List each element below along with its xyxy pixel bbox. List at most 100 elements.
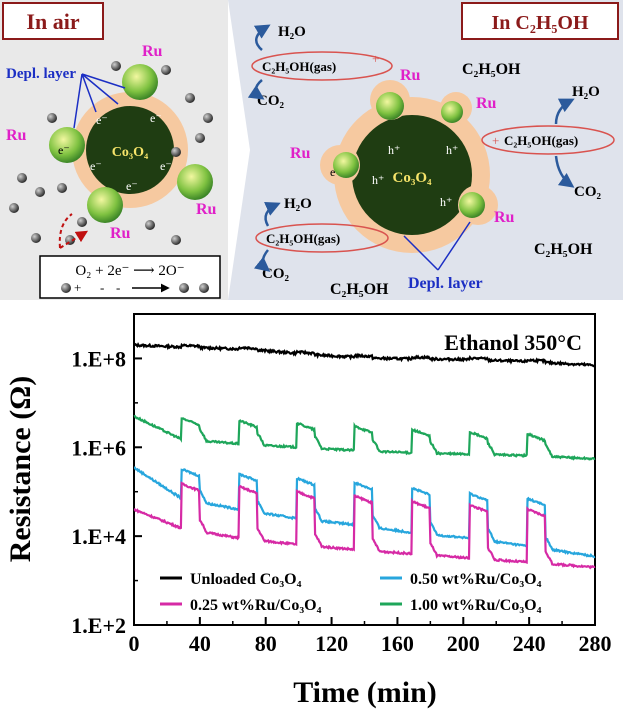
ethanol-gas-label: C₂H₅OH(gas) (262, 59, 336, 74)
ethanol-label: C₂H₅OH (462, 61, 521, 78)
ethanol-title-box (461, 2, 619, 40)
x-tick-label: 160 (381, 631, 414, 656)
x-tick-label: 40 (189, 631, 211, 656)
reaction-oval (255, 223, 389, 253)
ticks-layer: 0 40 80 120 160 200 240 280 1.E+2 1.E+4 1.E+6 1.E+8 (71, 346, 611, 656)
plus-label: + (492, 133, 499, 148)
x-axis-label: Time (min) (293, 676, 437, 709)
series-line (133, 466, 596, 559)
x-tick-label: 280 (579, 631, 612, 656)
electron-label: e (330, 165, 335, 179)
legend: Unloaded Co₃O₄ 0.50 wt%Ru/Co₃O₄ 0.25 wt%Ru… (160, 571, 542, 614)
plot-frame (133, 313, 596, 626)
ethanol-core (352, 115, 472, 235)
series-line (133, 414, 596, 461)
air-core-label: Co₃O₄ (112, 145, 149, 160)
oxygen-ions (9, 61, 213, 245)
ethanol-depl-label: Depl. layer (408, 275, 483, 292)
y-tick-label: 1.E+6 (71, 435, 126, 460)
reaction-right: H₂O + C₂H₅OH(gas) CO₂ (481, 84, 615, 200)
ru-particle (441, 101, 463, 123)
y-tick-label: 1.E+4 (71, 524, 126, 549)
ethanol-label: C₂H₅OH (534, 241, 593, 258)
co2-arrow (247, 79, 265, 100)
x-tick-label: 240 (513, 631, 546, 656)
ru-label: Ru (110, 225, 131, 242)
series-layer (133, 342, 596, 570)
ru-particle (459, 192, 485, 218)
ru-particle (122, 64, 158, 100)
y-tick-label: 1.E+8 (71, 346, 126, 371)
electron-label: e⁻ (96, 113, 108, 127)
ru-particle (177, 164, 213, 200)
depl-pointer (403, 221, 471, 271)
hole-label: h⁺ (440, 195, 452, 209)
h2o-label: H₂O (278, 24, 306, 40)
air-core (86, 106, 174, 194)
hole-label: h⁺ (388, 143, 400, 157)
y-tick-label: 1.E+2 (71, 613, 126, 638)
legend-label: 1.00 wt%Ru/Co₃O₄ (410, 597, 542, 614)
legend-label: 0.50 wt%Ru/Co₃O₄ (410, 571, 542, 588)
reaction-oval (251, 51, 393, 81)
ru-label: Ru (476, 95, 497, 112)
adsorption-arrow (58, 213, 86, 249)
oxygen-icon (199, 283, 209, 293)
ethanol-gas-label: C₂H₅OH(gas) (504, 133, 578, 148)
resistance-chart: 0 40 80 120 160 200 240 280 1.E+2 1.E+4 1.E+6 1.E+8… (4, 313, 612, 709)
ru-label: Ru (142, 43, 163, 60)
h2o-label: H₂O (572, 84, 600, 100)
ru-particle (87, 187, 123, 223)
ethanol-title: In C₂H₅OH (491, 12, 588, 34)
reaction-bottom-left: H₂O C₂H₅OH(gas) CO₂ (253, 196, 389, 282)
ru-label: Ru (290, 145, 311, 162)
air-depl-label: Depl. layer (6, 66, 76, 82)
ru-particle (49, 127, 85, 163)
electron-label: e⁻ (126, 179, 138, 193)
x-tick-label: 0 (129, 631, 140, 656)
air-panel: In air Co₃O₄ Ru Ru Ru Ru Depl. layer e⁻ … (0, 0, 228, 300)
reaction-top-left: H₂O C₂H₅OH(gas) + CO₂ (247, 24, 393, 109)
air-title-box (2, 2, 104, 40)
ru-label: Ru (6, 127, 27, 144)
legend-label: Unloaded Co₃O₄ (190, 571, 302, 588)
reaction-minus: - (100, 280, 104, 295)
ethanol-panel: In C₂H₅OH Co₃O₄ Ru Ru Ru Ru h⁺ h⁺ h⁺ h⁺ … (228, 0, 623, 300)
hole-label: h⁺ (446, 143, 458, 157)
co2-label: CO₂ (574, 184, 602, 200)
h2o-label: H₂O (284, 196, 312, 212)
oxygen-icon (61, 283, 71, 293)
ru-label: Ru (494, 209, 515, 226)
ru-particle (333, 152, 359, 178)
co2-label: CO₂ (257, 93, 285, 109)
reaction-oval (481, 125, 615, 155)
electron-label: e⁻ (90, 159, 102, 173)
hole-label: h⁺ (372, 173, 384, 187)
h2o-arrow (253, 24, 271, 51)
reaction-minus: - (116, 280, 120, 295)
series-line (133, 481, 596, 570)
ru-label: Ru (196, 201, 217, 218)
x-tick-label: 200 (447, 631, 480, 656)
oxygen-icon (179, 283, 189, 293)
air-title: In air (26, 9, 79, 34)
plus-label: + (372, 51, 379, 66)
ru-particle (376, 92, 404, 120)
chart-annotation: Ethanol 350°C (444, 330, 582, 355)
legend-label: 0.25 wt%Ru/Co₃O₄ (190, 597, 322, 614)
co2-arrow (253, 249, 271, 272)
reaction-plus: + (74, 280, 81, 295)
y-axis-label: Resistance (Ω) (4, 376, 37, 562)
electron-label: e⁻ (160, 159, 172, 173)
x-tick-label: 80 (255, 631, 277, 656)
ru-label: Ru (400, 67, 421, 84)
depl-pointer (73, 73, 126, 129)
h2o-arrow (554, 98, 575, 125)
ethanol-core-label: Co₃O₄ (393, 170, 432, 186)
co2-arrow (554, 155, 575, 188)
ethanol-gas-label: C₂H₅OH(gas) (266, 231, 340, 246)
h2o-arrow (263, 202, 281, 227)
series-line (133, 342, 596, 368)
